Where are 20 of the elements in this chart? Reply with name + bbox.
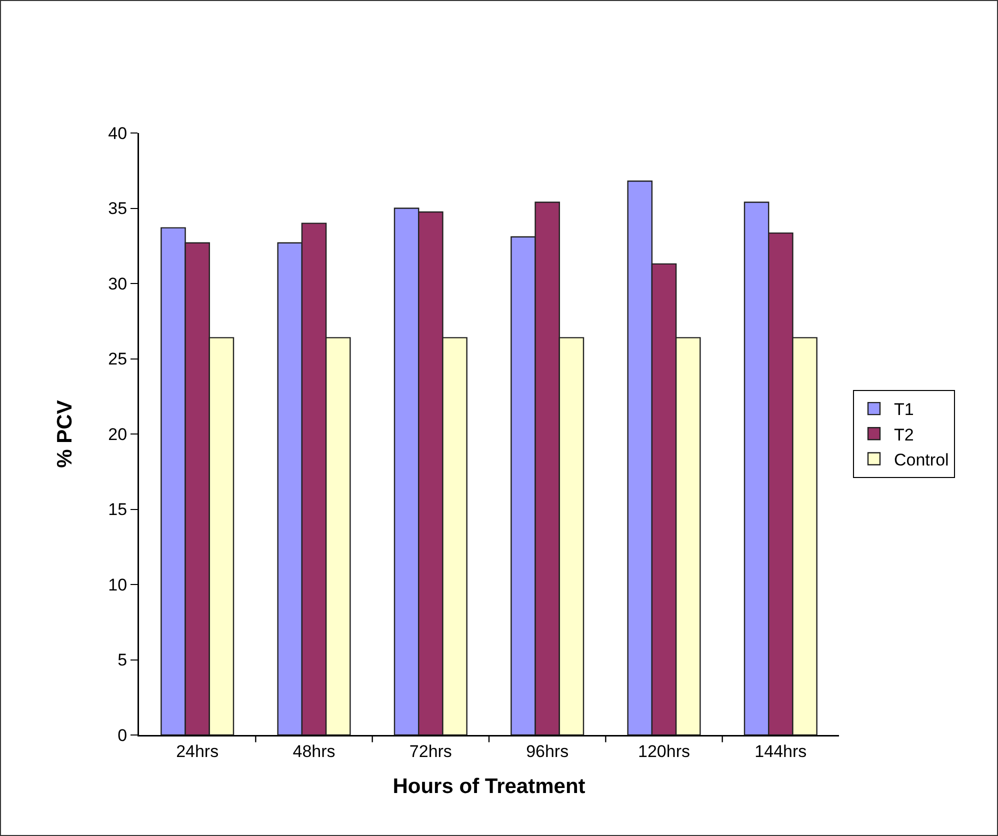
x-tick-label: 96hrs [526,742,569,761]
x-tick-label: 24hrs [176,742,219,761]
legend-label: T2 [894,425,914,444]
x-tick-label: 144hrs [754,742,807,761]
x-tick-label: 120hrs [638,742,690,761]
y-tick-label: 35 [108,199,128,218]
y-tick-label: 40 [108,124,128,143]
y-tick-label: 5 [118,650,128,670]
x-tick-label: 48hrs [292,742,336,761]
y-tick-label: 15 [108,500,128,520]
y-axis-title: % PCV [54,400,77,468]
x-axis-title: Hours of Treatment [392,774,586,798]
legend-label: Control [894,450,949,470]
y-tick-label: 0 [118,726,128,745]
legend-label: T1 [894,400,914,420]
x-tick-label: 72hrs [409,742,452,761]
y-tick-label: 25 [108,350,128,369]
y-tick-label: 20 [108,424,128,444]
y-tick-label: 30 [108,274,128,294]
y-tick-label: 10 [108,575,128,594]
